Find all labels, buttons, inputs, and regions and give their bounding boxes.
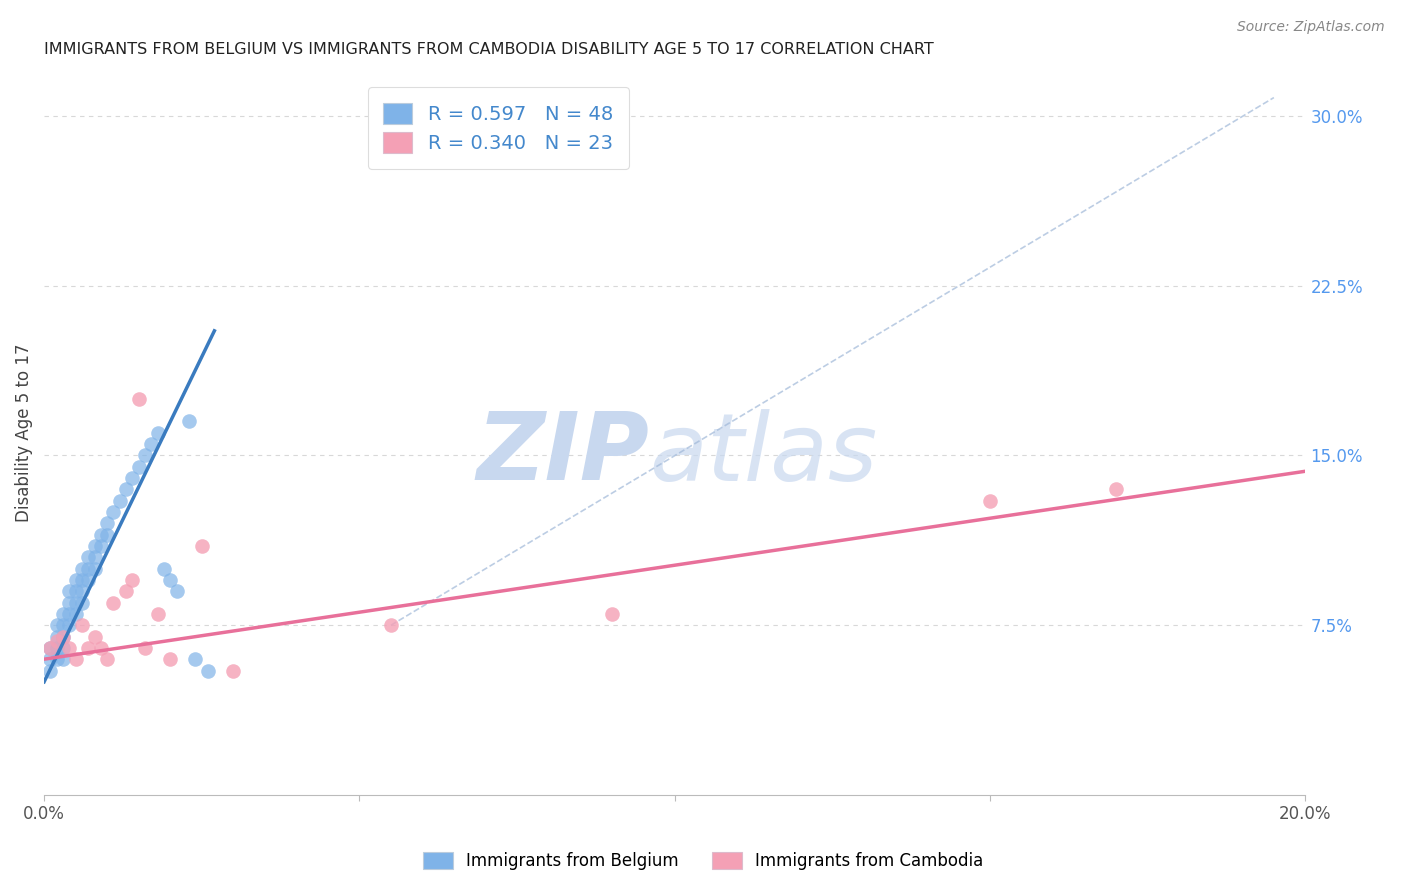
- Point: [45, 634, 67, 648]
- Point: [380, 618, 402, 632]
- Point: [191, 539, 214, 553]
- Point: [39, 640, 62, 655]
- Legend: R = 0.597   N = 48, R = 0.340   N = 23: R = 0.597 N = 48, R = 0.340 N = 23: [367, 87, 628, 169]
- Text: atlas: atlas: [650, 409, 877, 500]
- Point: [90, 539, 112, 553]
- Point: [65, 652, 87, 666]
- Point: [65, 584, 87, 599]
- Point: [45, 640, 67, 655]
- Point: [70, 573, 93, 587]
- Point: [96, 516, 118, 531]
- Point: [90, 640, 112, 655]
- Point: [222, 664, 245, 678]
- Point: [70, 618, 93, 632]
- Point: [121, 471, 143, 485]
- Point: [121, 573, 143, 587]
- Point: [184, 652, 207, 666]
- Point: [600, 607, 623, 621]
- Point: [197, 664, 219, 678]
- Point: [979, 493, 1001, 508]
- Point: [45, 652, 67, 666]
- Point: [159, 652, 181, 666]
- Point: [70, 596, 93, 610]
- Point: [58, 607, 80, 621]
- Legend: Immigrants from Belgium, Immigrants from Cambodia: Immigrants from Belgium, Immigrants from…: [416, 845, 990, 877]
- Point: [77, 550, 100, 565]
- Point: [58, 618, 80, 632]
- Point: [83, 561, 105, 575]
- Point: [65, 573, 87, 587]
- Point: [52, 652, 75, 666]
- Point: [58, 584, 80, 599]
- Point: [115, 483, 138, 497]
- Point: [96, 652, 118, 666]
- Point: [96, 527, 118, 541]
- Point: [115, 584, 138, 599]
- Point: [70, 561, 93, 575]
- Point: [146, 425, 169, 440]
- Text: Source: ZipAtlas.com: Source: ZipAtlas.com: [1237, 20, 1385, 34]
- Y-axis label: Disability Age 5 to 17: Disability Age 5 to 17: [15, 343, 32, 522]
- Point: [77, 640, 100, 655]
- Text: IMMIGRANTS FROM BELGIUM VS IMMIGRANTS FROM CAMBODIA DISABILITY AGE 5 TO 17 CORRE: IMMIGRANTS FROM BELGIUM VS IMMIGRANTS FR…: [44, 42, 934, 57]
- Point: [45, 630, 67, 644]
- Point: [103, 596, 125, 610]
- Point: [77, 573, 100, 587]
- Point: [83, 550, 105, 565]
- Point: [58, 640, 80, 655]
- Point: [52, 640, 75, 655]
- Point: [103, 505, 125, 519]
- Point: [52, 630, 75, 644]
- Point: [52, 618, 75, 632]
- Point: [65, 596, 87, 610]
- Point: [108, 493, 131, 508]
- Point: [128, 459, 150, 474]
- Point: [52, 607, 75, 621]
- Point: [70, 584, 93, 599]
- Point: [90, 527, 112, 541]
- Point: [134, 449, 156, 463]
- Point: [179, 414, 201, 428]
- Point: [39, 640, 62, 655]
- Point: [65, 607, 87, 621]
- Point: [39, 652, 62, 666]
- Point: [141, 437, 163, 451]
- Text: ZIP: ZIP: [477, 409, 650, 500]
- Point: [153, 561, 176, 575]
- Point: [166, 584, 188, 599]
- Point: [58, 596, 80, 610]
- Point: [146, 607, 169, 621]
- Point: [128, 392, 150, 406]
- Point: [83, 539, 105, 553]
- Point: [77, 561, 100, 575]
- Point: [159, 573, 181, 587]
- Point: [83, 630, 105, 644]
- Point: [134, 640, 156, 655]
- Point: [45, 618, 67, 632]
- Point: [52, 630, 75, 644]
- Point: [39, 664, 62, 678]
- Point: [1105, 483, 1128, 497]
